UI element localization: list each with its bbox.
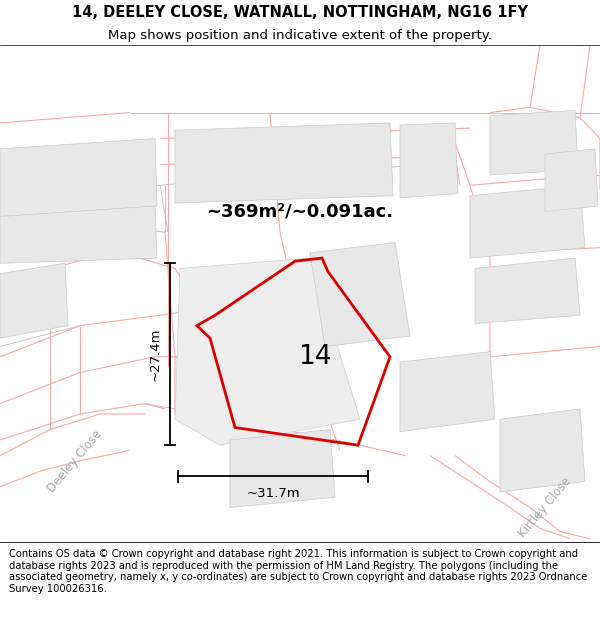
Polygon shape — [470, 186, 585, 258]
Text: 14, DEELEY CLOSE, WATNALL, NOTTINGHAM, NG16 1FY: 14, DEELEY CLOSE, WATNALL, NOTTINGHAM, N… — [72, 5, 528, 20]
Text: Map shows position and indicative extent of the property.: Map shows position and indicative extent… — [108, 29, 492, 42]
Text: ~27.4m: ~27.4m — [149, 328, 162, 381]
Polygon shape — [400, 352, 495, 432]
Polygon shape — [0, 206, 157, 263]
Polygon shape — [0, 139, 157, 216]
Polygon shape — [0, 263, 68, 338]
Text: Deeley Close: Deeley Close — [45, 427, 105, 494]
Polygon shape — [175, 258, 360, 445]
Text: Kirtley Close: Kirtley Close — [516, 475, 574, 540]
Polygon shape — [400, 123, 458, 198]
Polygon shape — [545, 149, 598, 211]
Text: Contains OS data © Crown copyright and database right 2021. This information is : Contains OS data © Crown copyright and d… — [9, 549, 587, 594]
Text: ~31.7m: ~31.7m — [246, 487, 300, 500]
Polygon shape — [230, 429, 335, 508]
Text: 14: 14 — [298, 344, 332, 370]
Polygon shape — [310, 242, 410, 346]
Polygon shape — [490, 111, 578, 175]
Polygon shape — [175, 123, 393, 203]
Polygon shape — [500, 409, 585, 492]
Text: ~369m²/~0.091ac.: ~369m²/~0.091ac. — [206, 202, 394, 221]
Polygon shape — [475, 258, 580, 324]
